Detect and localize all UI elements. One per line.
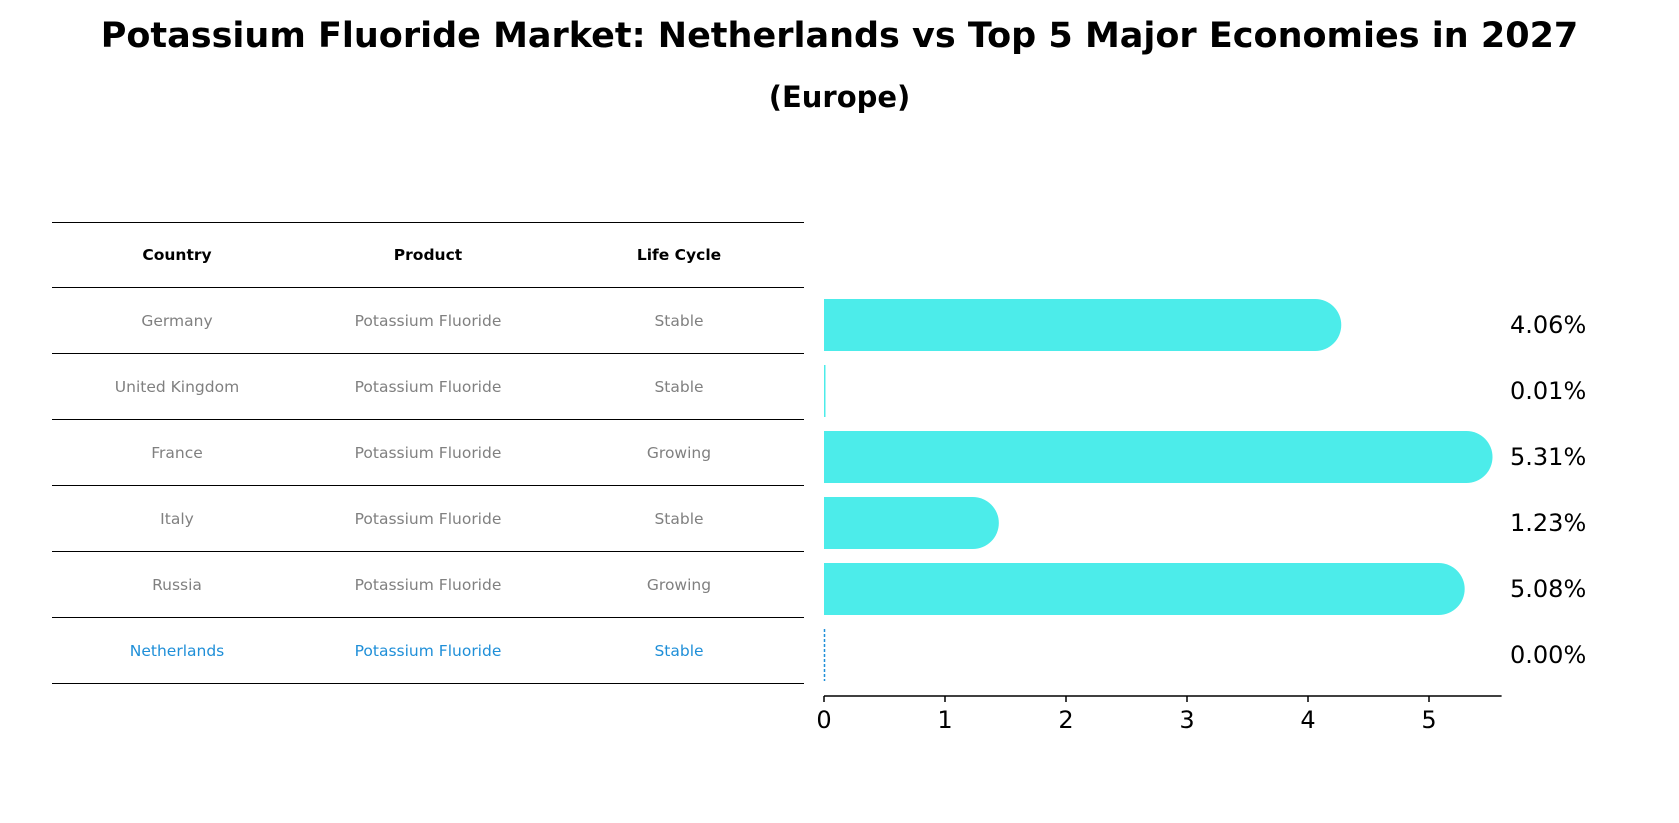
x-tick-label: 3: [1179, 706, 1194, 734]
table-header-row: Country Product Life Cycle: [52, 222, 804, 288]
value-label: 5.31%: [1510, 443, 1586, 471]
product-cell: Potassium Fluoride: [354, 443, 502, 462]
product-cell: Potassium Fluoride: [354, 641, 502, 660]
country-cell: Netherlands: [129, 641, 225, 660]
product-cell: Potassium Fluoride: [354, 575, 502, 594]
table-row-highlighted: Netherlands Potassium Fluoride Stable: [52, 618, 804, 684]
header-life-cycle: Life Cycle: [636, 246, 722, 264]
country-cell: France: [151, 443, 203, 462]
country-cell: United Kingdom: [114, 377, 240, 396]
bar: [824, 431, 1493, 483]
table-row: France Potassium Fluoride Growing: [52, 420, 804, 486]
x-tick-label: 4: [1300, 706, 1315, 734]
life-cycle-cell: Growing: [646, 575, 712, 594]
x-tick-label: 5: [1421, 706, 1436, 734]
country-cell: Germany: [141, 311, 213, 330]
value-label: 0.01%: [1510, 377, 1586, 405]
life-cycle-cell: Stable: [654, 641, 704, 660]
life-cycle-cell: Stable: [654, 377, 704, 396]
bar: [824, 365, 826, 417]
table-row: Germany Potassium Fluoride Stable: [52, 288, 804, 354]
x-tick-label: 1: [937, 706, 952, 734]
bar: [824, 563, 1465, 615]
country-cell: Russia: [152, 575, 202, 594]
table-row: Italy Potassium Fluoride Stable: [52, 486, 804, 552]
table-row: United Kingdom Potassium Fluoride Stable: [52, 354, 804, 420]
x-tick-label: 2: [1058, 706, 1073, 734]
bar: [824, 299, 1342, 351]
product-cell: Potassium Fluoride: [354, 509, 502, 528]
value-label: 0.00%: [1510, 641, 1586, 669]
x-tick-label: 0: [816, 706, 831, 734]
life-cycle-cell: Stable: [654, 509, 704, 528]
chart-subtitle: (Europe): [768, 80, 911, 114]
chart-title: Potassium Fluoride Market: Netherlands v…: [100, 16, 1579, 56]
product-cell: Potassium Fluoride: [354, 311, 502, 330]
value-label: 1.23%: [1510, 509, 1586, 537]
product-cell: Potassium Fluoride: [354, 377, 502, 396]
table-row: Russia Potassium Fluoride Growing: [52, 552, 804, 618]
bar-chart: 4.06% 0.01% 5.31% 1.23% 5.08% 0.00% 0 1 2 3 4 5: [816, 299, 1586, 734]
life-cycle-cell: Growing: [646, 443, 712, 462]
header-product: Product: [393, 246, 463, 264]
value-label: 4.06%: [1510, 311, 1586, 339]
header-country: Country: [142, 246, 212, 264]
data-table: Country Product Life Cycle Germany Potas…: [52, 222, 804, 684]
country-cell: Italy: [160, 509, 194, 528]
life-cycle-cell: Stable: [654, 311, 704, 330]
bar: [824, 497, 999, 549]
value-label: 5.08%: [1510, 575, 1586, 603]
